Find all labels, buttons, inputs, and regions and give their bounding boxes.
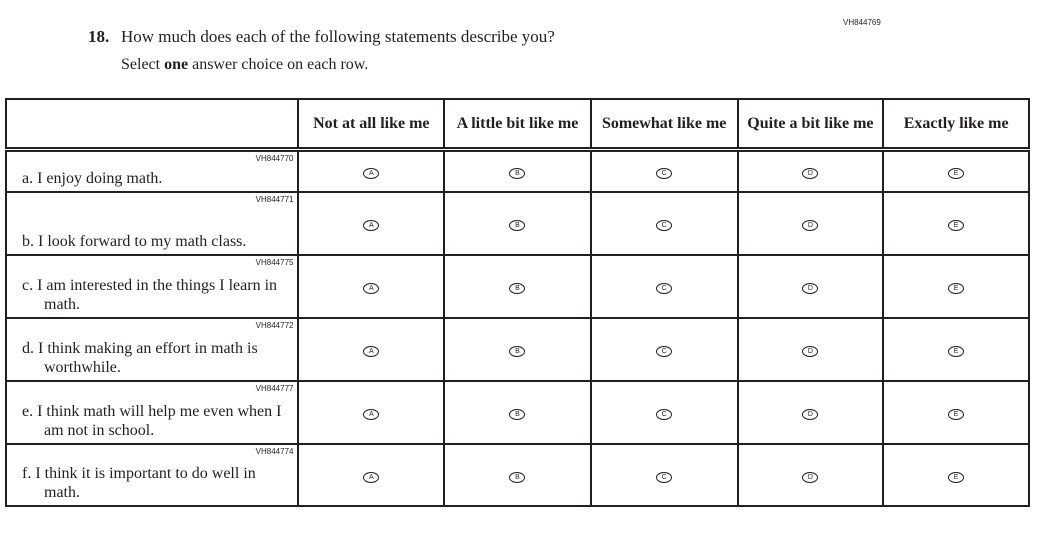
answer-bubble-a[interactable]: A [363,220,380,231]
item-id: VH844775 [255,257,294,267]
answer-bubble-e[interactable]: E [948,168,965,180]
answer-bubble-a[interactable]: A [363,409,380,420]
answer-cell: C [589,253,739,319]
answer-bubble-d[interactable]: D [802,471,819,483]
answer-bubble-c[interactable]: C [656,346,673,357]
column-header: Somewhat like me [589,98,739,152]
answer-cell: B [443,316,592,382]
statement-cell: VH844770 a. I enjoy doing math. [4,148,300,193]
instruction-post: answer choice on each row. [188,56,369,73]
answer-cell: E [882,148,1030,193]
answer-bubble-c[interactable]: C [656,220,673,231]
table-row: VH844770 a. I enjoy doing math. A B C D E [4,148,1030,193]
answer-cell: E [882,379,1030,445]
statement-cell: VH844772 d. I think making an effort in m… [4,316,300,382]
item-id: VH844771 [255,194,294,204]
answer-cell: D [736,442,885,507]
instruction-bold: one [164,56,189,73]
answer-bubble-c[interactable]: C [656,168,673,180]
answer-bubble-c[interactable]: C [656,409,673,420]
answer-cell: C [589,148,739,193]
answer-bubble-a[interactable]: A [363,283,380,294]
answer-bubble-d[interactable]: D [802,220,819,231]
answer-cell: D [736,148,885,193]
answer-cell: A [297,253,446,319]
table-row: VH844777 e. I think math will help me eve… [4,379,1030,445]
answer-bubble-c[interactable]: C [656,283,673,294]
statement-cell: VH844774 f. I think it is important to do… [4,442,300,507]
answer-bubble-d[interactable]: D [802,283,819,294]
statement-text: b. I look forward to my math class. [22,232,247,250]
answer-cell: A [297,316,446,382]
answer-cell: E [882,316,1030,382]
answer-cell: A [297,190,446,256]
answer-cell: D [736,190,885,256]
answer-bubble-b[interactable]: B [509,283,526,294]
answer-bubble-d[interactable]: D [802,409,819,420]
question-number: 18. [88,27,110,46]
response-grid: Not at all like me A little bit like me … [4,98,1030,507]
column-header: A little bit like me [443,98,592,152]
item-code: VH844769 [843,18,881,27]
answer-bubble-e[interactable]: E [948,471,965,483]
instruction: Select one answer choice on each row. [121,56,368,74]
answer-cell: C [589,379,739,445]
answer-bubble-e[interactable]: E [948,220,965,231]
statement-text: d. I think making an effort in math is w… [22,339,258,376]
answer-cell: A [297,379,446,445]
answer-bubble-a[interactable]: A [363,471,380,483]
statement-text: f. I think it is important to do well in… [22,464,256,501]
table-row: VH844772 d. I think making an effort in m… [4,316,1030,382]
statement-cell: VH844771 b. I look forward to my math cla… [4,190,300,256]
item-id: VH844777 [255,383,294,393]
item-id: VH844774 [255,446,294,456]
statement-cell: VH844777 e. I think math will help me eve… [4,379,300,445]
table-row: VH844771 b. I look forward to my math cla… [4,190,1030,256]
answer-cell: A [297,442,446,507]
answer-bubble-b[interactable]: B [509,220,526,231]
statement-text: c. I am interested in the things I learn… [22,276,278,313]
answer-bubble-b[interactable]: B [509,471,526,483]
answer-bubble-b[interactable]: B [509,346,526,357]
statement-text: e. I think math will help me even when I… [22,402,282,439]
answer-cell: D [736,379,885,445]
answer-bubble-a[interactable]: A [363,168,380,180]
answer-bubble-d[interactable]: D [802,346,819,357]
statement-text: a. I enjoy doing math. [22,169,163,187]
statement-cell: VH844775 c. I am interested in the things… [4,253,300,319]
answer-bubble-c[interactable]: C [656,471,673,483]
instruction-pre: Select [121,56,165,73]
answer-cell: E [882,442,1030,507]
answer-cell: B [443,253,592,319]
answer-cell: B [443,379,592,445]
column-header: Not at all like me [297,98,446,152]
answer-bubble-e[interactable]: E [948,283,965,294]
answer-bubble-e[interactable]: E [948,346,965,357]
column-header: Exactly like me [882,98,1030,152]
answer-cell: E [882,190,1030,256]
answer-cell: C [589,316,739,382]
question-text: How much does each of the following stat… [121,27,555,46]
answer-bubble-b[interactable]: B [509,409,526,420]
answer-cell: B [443,190,592,256]
answer-cell: B [443,442,592,507]
answer-cell: C [589,442,739,507]
table-row: VH844774 f. I think it is important to do… [4,442,1030,507]
answer-bubble-b[interactable]: B [509,168,526,180]
answer-cell: E [882,253,1030,319]
header-row: Not at all like me A little bit like me … [4,98,1030,152]
answer-bubble-a[interactable]: A [363,346,380,357]
answer-cell: A [297,148,446,193]
answer-cell: D [736,253,885,319]
column-header: Quite a bit like me [736,98,885,152]
table-row: VH844775 c. I am interested in the things… [4,253,1030,319]
header-blank [4,98,300,152]
answer-cell: C [589,190,739,256]
item-id: VH844772 [255,320,294,330]
answer-cell: B [443,148,592,193]
answer-cell: D [736,316,885,382]
answer-bubble-e[interactable]: E [948,409,965,420]
answer-bubble-d[interactable]: D [802,168,819,180]
item-id: VH844770 [255,154,294,163]
